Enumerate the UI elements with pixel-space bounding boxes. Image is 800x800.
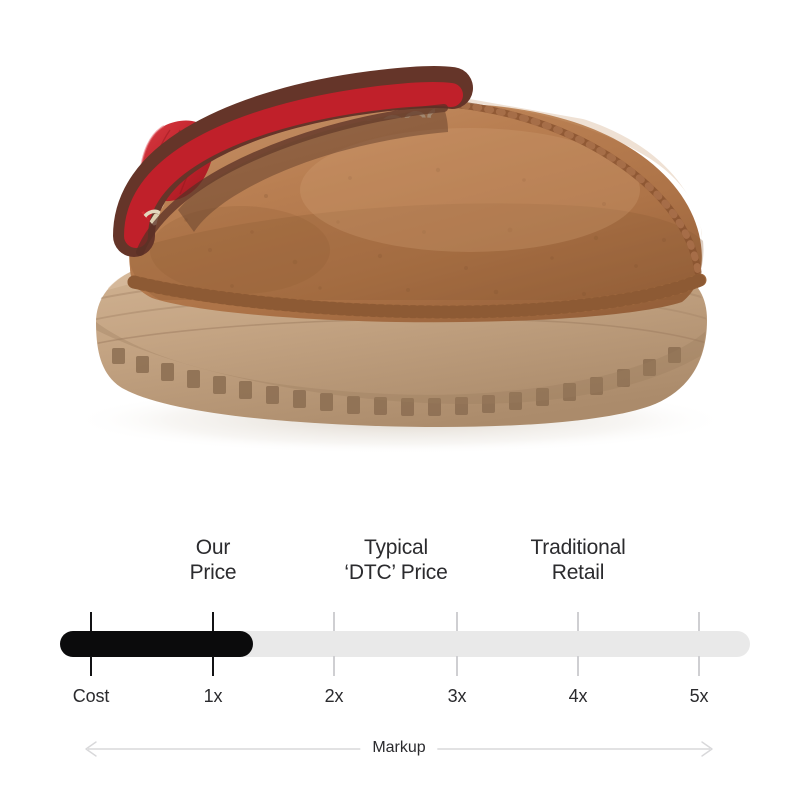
tick-line-cost-lower <box>90 656 92 676</box>
tick-line-2x-lower <box>333 656 335 676</box>
slipper-illustration <box>70 66 730 454</box>
tick-line-1x-upper <box>212 612 214 632</box>
sole-tread <box>112 347 681 416</box>
segment-label-line2: ‘DTC’ Price <box>344 561 448 584</box>
tick-line-4x-lower <box>577 656 579 676</box>
tick-line-5x-lower <box>698 656 700 676</box>
tick-line-3x-lower <box>456 656 458 676</box>
markup-scale: Cost 1x 2x 3x 4x 5x Markup <box>0 500 800 800</box>
markup-axis-label: Markup <box>360 737 438 759</box>
segment-label-line2: Price <box>189 561 237 584</box>
product-image-panel <box>70 66 730 454</box>
tick-line-4x-upper <box>577 612 579 632</box>
segment-label-line1: Typical <box>364 536 428 559</box>
tick-label-cost: Cost <box>72 686 110 706</box>
tick-line-1x-lower <box>212 656 214 676</box>
tick-label-2x: 2x <box>324 686 344 706</box>
tick-line-3x-upper <box>456 612 458 632</box>
tick-label-1x: 1x <box>203 686 223 706</box>
product-photo <box>70 66 730 454</box>
segment-label-line1: Traditional <box>530 536 626 559</box>
tick-label-3x: 3x <box>447 686 467 706</box>
markup-track[interactable] <box>60 631 750 657</box>
segment-label-typical-dtc-price: Typical ‘DTC’ Price <box>344 535 447 585</box>
tick-label-4x: 4x <box>568 686 588 706</box>
our-price-fill <box>60 631 253 657</box>
tick-line-2x-upper <box>333 612 335 632</box>
markup-chart-panel: Our Price Typical ‘DTC’ Price Traditiona… <box>0 500 800 800</box>
segment-label-line1: Our <box>195 536 231 559</box>
segment-label-traditional-retail: Traditional Retail <box>530 535 625 585</box>
tick-line-5x-upper <box>698 612 700 632</box>
markup-axis-annotation: Markup <box>80 737 718 760</box>
tick-label-5x: 5x <box>689 686 709 706</box>
segment-label-line2: Retail <box>551 561 605 584</box>
tick-line-cost-upper <box>90 612 92 632</box>
segment-label-our-price: Our Price <box>190 535 237 585</box>
